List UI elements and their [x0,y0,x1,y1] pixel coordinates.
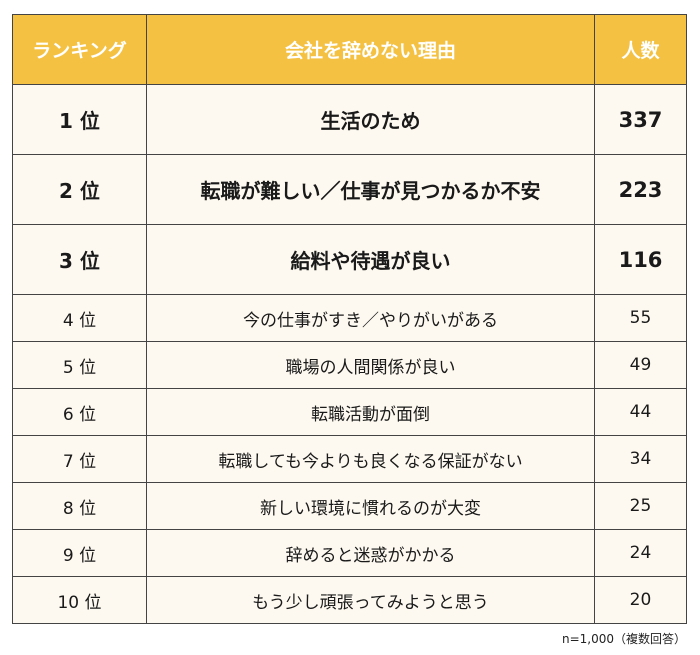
sample-size-footnote: n=1,000（複数回答） [561,632,686,646]
count-cell: 20 [594,576,687,624]
reason-cell: 給料や待遇が良い [146,224,595,295]
table-header-row: ランキング 会社を辞めない理由 人数 [12,14,687,85]
rank-cell: 7 位 [12,435,147,483]
table-row: 1 位 生活のため 337 [12,84,687,155]
rank-cell: 9 位 [12,529,147,577]
rank-cell: 4 位 [12,294,147,342]
table-row: 5 位 職場の人間関係が良い 49 [12,341,687,389]
reason-cell: 辞めると迷惑がかかる [146,529,595,577]
table-row: 9 位 辞めると迷惑がかかる 24 [12,529,687,577]
table-row: 10 位 もう少し頑張ってみようと思う 20 [12,576,687,624]
table-row: 8 位 新しい環境に慣れるのが大変 25 [12,482,687,530]
table-row: 4 位 今の仕事がすき／やりがいがある 55 [12,294,687,342]
rank-cell: 6 位 [12,388,147,436]
reason-cell: 転職が難しい／仕事が見つかるか不安 [146,154,595,225]
count-cell: 337 [594,84,687,155]
rank-cell: 1 位 [12,84,147,155]
rank-cell: 2 位 [12,154,147,225]
reason-cell: 今の仕事がすき／やりがいがある [146,294,595,342]
table-row: 7 位 転職しても今よりも良くなる保証がない 34 [12,435,687,483]
count-cell: 223 [594,154,687,225]
table-row: 2 位 転職が難しい／仕事が見つかるか不安 223 [12,154,687,225]
reason-cell: もう少し頑張ってみようと思う [146,576,595,624]
reason-cell: 新しい環境に慣れるのが大変 [146,482,595,530]
reason-cell: 転職活動が面倒 [146,388,595,436]
rank-cell: 8 位 [12,482,147,530]
count-cell: 44 [594,388,687,436]
count-cell: 25 [594,482,687,530]
reason-cell: 職場の人間関係が良い [146,341,595,389]
count-cell: 24 [594,529,687,577]
count-cell: 55 [594,294,687,342]
rank-cell: 5 位 [12,341,147,389]
rank-cell: 10 位 [12,576,147,624]
header-count: 人数 [594,14,687,85]
reason-cell: 転職しても今よりも良くなる保証がない [146,435,595,483]
reason-cell: 生活のため [146,84,595,155]
header-ranking: ランキング [12,14,147,85]
count-cell: 116 [594,224,687,295]
table-row: 3 位 給料や待遇が良い 116 [12,224,687,295]
table-row: 6 位 転職活動が面倒 44 [12,388,687,436]
ranking-table: ランキング 会社を辞めない理由 人数 1 位 生活のため 337 2 位 転職が… [12,14,687,624]
count-cell: 49 [594,341,687,389]
ranking-table-container: ランキング 会社を辞めない理由 人数 1 位 生活のため 337 2 位 転職が… [12,14,687,624]
count-cell: 34 [594,435,687,483]
header-reason: 会社を辞めない理由 [146,14,595,85]
rank-cell: 3 位 [12,224,147,295]
